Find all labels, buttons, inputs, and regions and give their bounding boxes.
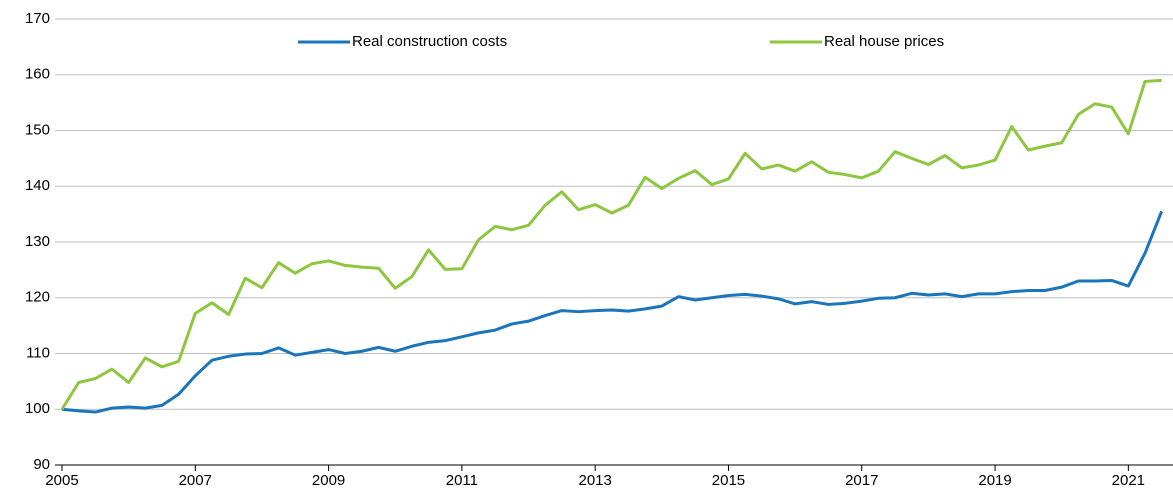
x-tick-label: 2011 bbox=[446, 472, 478, 489]
plot-area bbox=[60, 78, 1164, 414]
y-tick-label: 140 bbox=[25, 177, 50, 194]
legend-label: Real house prices bbox=[824, 33, 944, 50]
x-tick-label: 2017 bbox=[845, 472, 878, 489]
y-tick-label: 120 bbox=[25, 289, 50, 306]
x-tick-label: 2009 bbox=[312, 472, 345, 489]
y-tick-label: 170 bbox=[25, 10, 50, 27]
x-tick-label: 2021 bbox=[1112, 472, 1145, 489]
x-tick-label: 2015 bbox=[712, 472, 745, 489]
x-tick-label: 2005 bbox=[45, 472, 78, 489]
y-tick-label: 100 bbox=[25, 400, 50, 417]
legend-label: Real construction costs bbox=[352, 33, 507, 50]
series-line bbox=[61, 210, 1164, 414]
x-tick-label: 2019 bbox=[978, 472, 1011, 489]
series-line bbox=[60, 78, 1162, 411]
y-tick-label: 160 bbox=[25, 66, 50, 83]
y-tick-label: 90 bbox=[33, 456, 50, 473]
y-tick-label: 110 bbox=[26, 344, 50, 361]
x-tick-label: 2007 bbox=[179, 472, 212, 489]
y-tick-label: 130 bbox=[25, 233, 50, 250]
y-tick-label: 150 bbox=[25, 121, 50, 138]
x-tick-label: 2013 bbox=[578, 472, 611, 489]
